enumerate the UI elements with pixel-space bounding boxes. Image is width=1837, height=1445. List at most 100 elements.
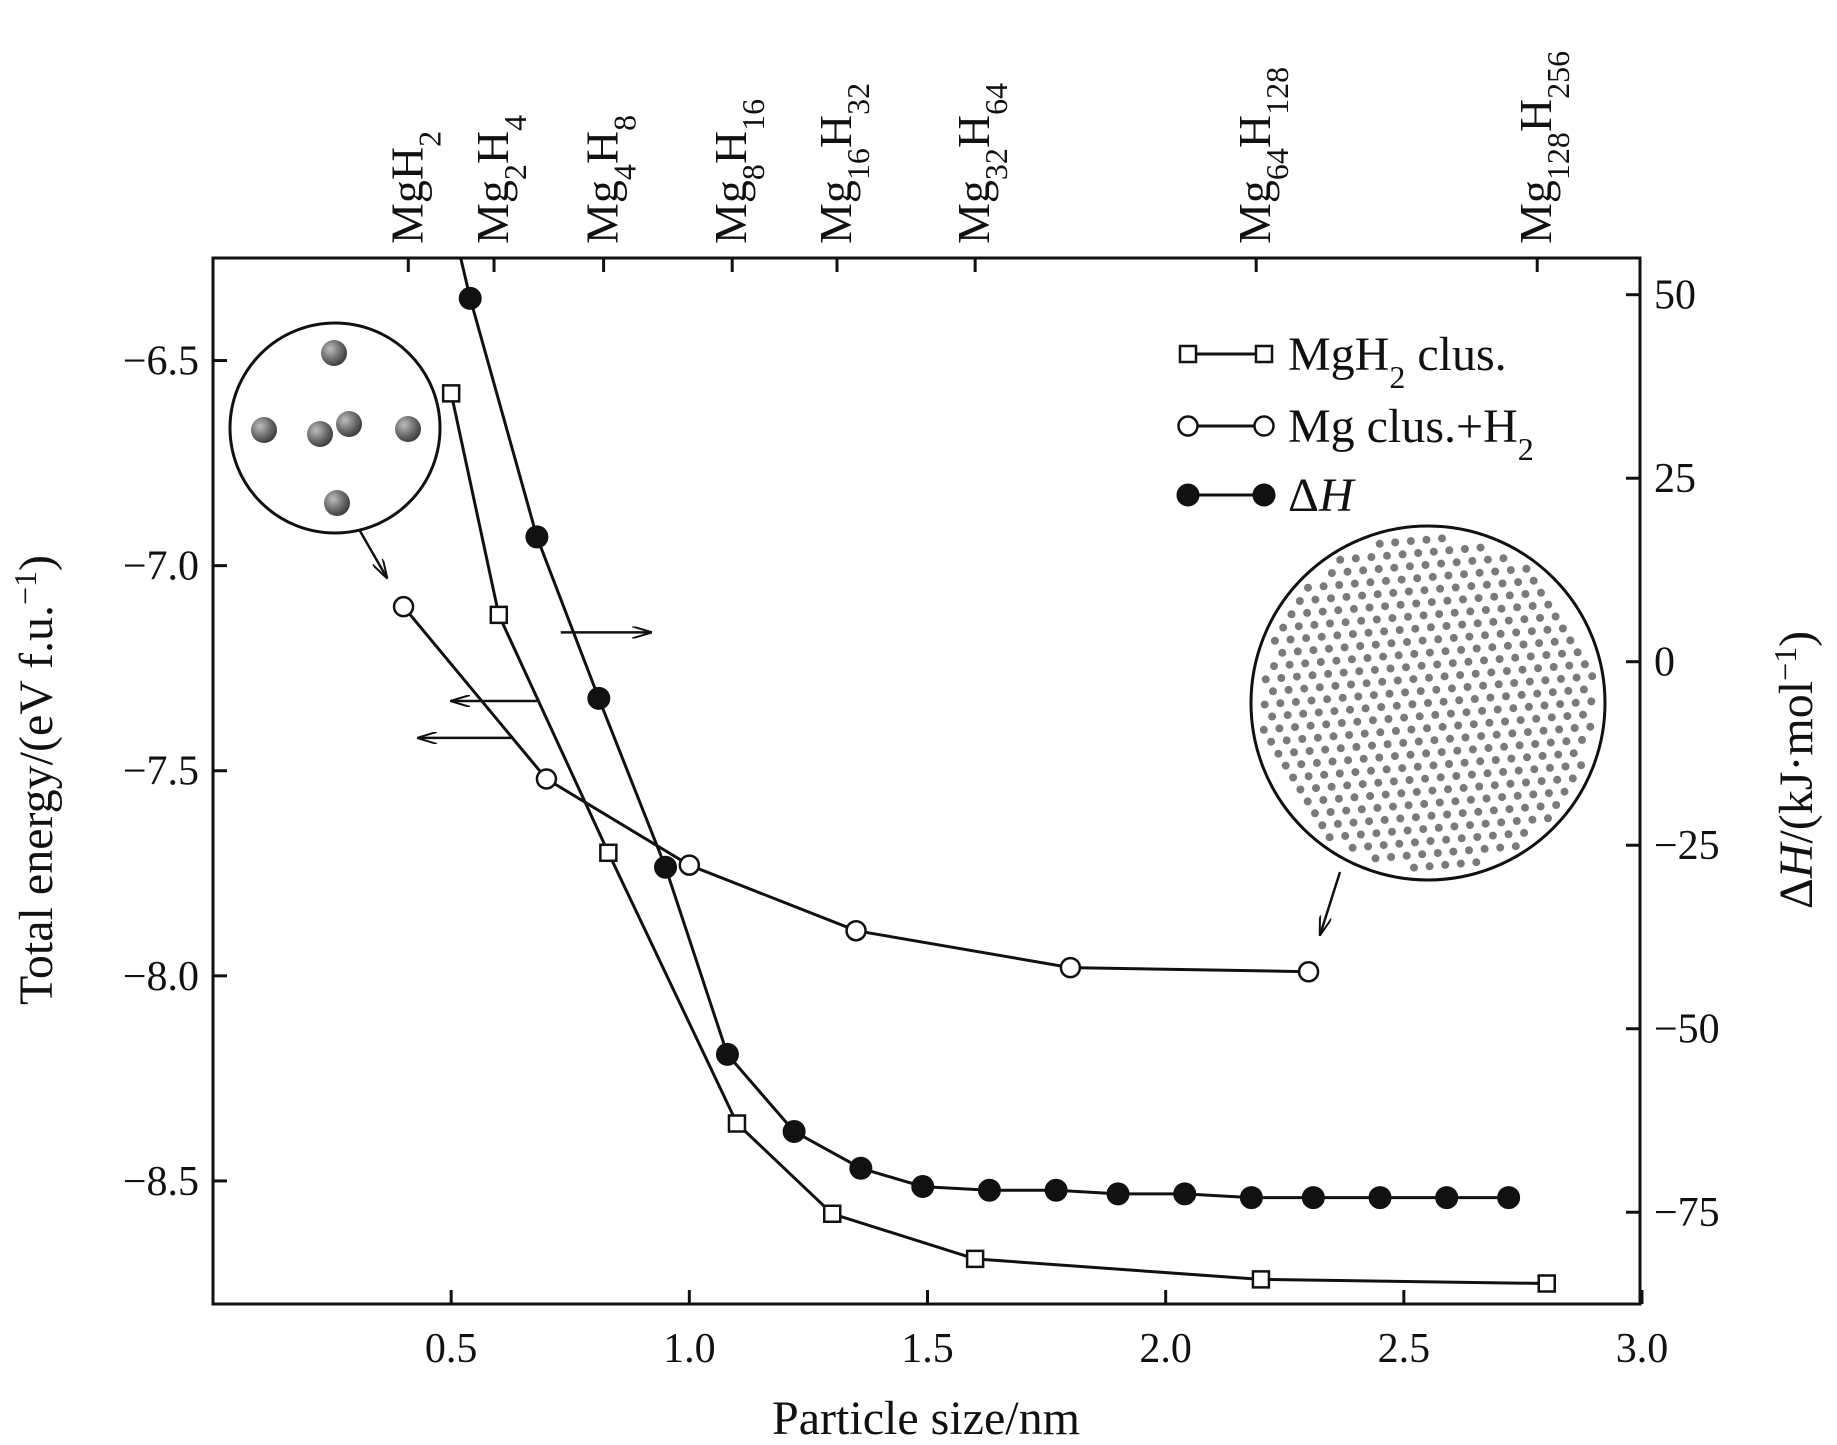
- atom: [1514, 578, 1523, 587]
- atom: [1341, 618, 1350, 627]
- atom: [1544, 789, 1553, 798]
- atom: [1427, 598, 1436, 607]
- data-point: [911, 1175, 935, 1199]
- atom: [1512, 628, 1521, 637]
- left-y-tick-label: −6.5: [123, 339, 199, 385]
- atom: [1450, 822, 1459, 831]
- atom: [1289, 773, 1298, 782]
- atom: [1347, 680, 1355, 689]
- atom: [1520, 828, 1529, 837]
- atom: [1355, 667, 1364, 676]
- atom: [1577, 761, 1586, 770]
- atom: [1413, 762, 1422, 771]
- atom: [1508, 729, 1517, 738]
- atom: [1429, 547, 1438, 556]
- atom: [1389, 802, 1397, 811]
- legend-label: MgH2 clus.: [1288, 328, 1507, 395]
- atom: [1518, 665, 1527, 674]
- atom: [1434, 635, 1443, 644]
- atom: [1395, 626, 1404, 634]
- atom: [1520, 615, 1529, 624]
- atom: [1333, 631, 1342, 640]
- atom: [1521, 803, 1529, 812]
- atom: [1318, 607, 1327, 616]
- atom: [1456, 671, 1465, 680]
- right-y-axis-title: ΔH/(kJ·mol−1): [1767, 631, 1823, 909]
- atom: [1335, 581, 1344, 589]
- atom: [1471, 669, 1480, 678]
- atom: [1334, 794, 1343, 803]
- atom: [1366, 578, 1375, 587]
- atom: [1274, 749, 1283, 758]
- atom: [1460, 570, 1468, 579]
- atom: [1380, 815, 1389, 824]
- atom: [1437, 559, 1446, 568]
- atom: [1578, 735, 1586, 744]
- x-tick-label: 1.5: [901, 1326, 954, 1372]
- atom: [1270, 636, 1279, 645]
- atom: [1431, 710, 1440, 719]
- atom: [1505, 805, 1514, 814]
- atom: [1537, 777, 1546, 786]
- atom: [1410, 649, 1419, 658]
- data-point: [849, 1156, 873, 1180]
- atom: [1555, 725, 1564, 734]
- atom: [1360, 729, 1369, 738]
- atom: [1327, 569, 1336, 578]
- atom: [1527, 627, 1536, 636]
- top-axis-label: Mg16H32: [810, 83, 876, 244]
- atom: [1371, 640, 1380, 649]
- atom: [1423, 724, 1431, 733]
- right-y-tick-label: 50: [1654, 273, 1696, 319]
- atom: [1579, 685, 1588, 694]
- atom: [1560, 787, 1569, 796]
- atom: [1501, 717, 1509, 726]
- atom: [1498, 793, 1507, 802]
- atom: [1320, 770, 1329, 779]
- atom: [1506, 779, 1515, 788]
- series-3: [458, 257, 1521, 1210]
- atom: [1424, 699, 1432, 707]
- atom: [1352, 742, 1361, 751]
- legend-marker: [1176, 483, 1200, 507]
- atom: [1526, 652, 1535, 661]
- atom: [1294, 622, 1303, 631]
- atom: [1382, 765, 1391, 774]
- atom: [1547, 713, 1556, 722]
- data-point: [1297, 960, 1320, 983]
- atom: [1416, 687, 1425, 696]
- atom: [1326, 619, 1334, 628]
- atom: [1539, 726, 1548, 735]
- atom: [1337, 719, 1346, 727]
- atom: [1452, 558, 1461, 567]
- atom: [1450, 608, 1459, 617]
- atom: [1433, 849, 1442, 857]
- top-axis-label: Mg32H64: [948, 83, 1014, 244]
- atom: [1379, 652, 1388, 661]
- atom: [1588, 672, 1597, 681]
- atom: [1281, 761, 1290, 770]
- atom: [1411, 813, 1420, 822]
- data-point: [489, 605, 509, 625]
- right-y-axis: 50 25 0 −25 −50 −75: [1626, 273, 1720, 1236]
- atom: [1425, 673, 1433, 682]
- x-axis-title: Particle size/nm: [772, 1392, 1080, 1445]
- atom: [1562, 737, 1571, 746]
- atom: [1400, 713, 1409, 722]
- top-axis: MgH2 Mg2H4 Mg4H8 Mg8H16 Mg16H32 Mg32H64 Mg64H1…: [381, 51, 1576, 272]
- atom: [1476, 543, 1485, 552]
- atom: [1367, 553, 1376, 562]
- atom: [1461, 733, 1470, 742]
- data-point: [1239, 1186, 1263, 1210]
- atom: [1409, 675, 1418, 684]
- atom: [1408, 700, 1417, 709]
- data-point: [1044, 1178, 1068, 1202]
- atom: [1336, 555, 1345, 564]
- atom: [1528, 602, 1537, 610]
- atom: [1549, 663, 1558, 671]
- atom: [1395, 839, 1404, 848]
- x-tick-label: 1.0: [663, 1326, 716, 1372]
- atom: [1419, 611, 1428, 620]
- atom: [1540, 701, 1549, 710]
- atom: [1361, 704, 1370, 713]
